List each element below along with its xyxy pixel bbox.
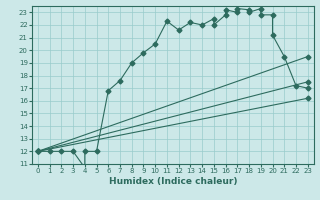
X-axis label: Humidex (Indice chaleur): Humidex (Indice chaleur) bbox=[108, 177, 237, 186]
